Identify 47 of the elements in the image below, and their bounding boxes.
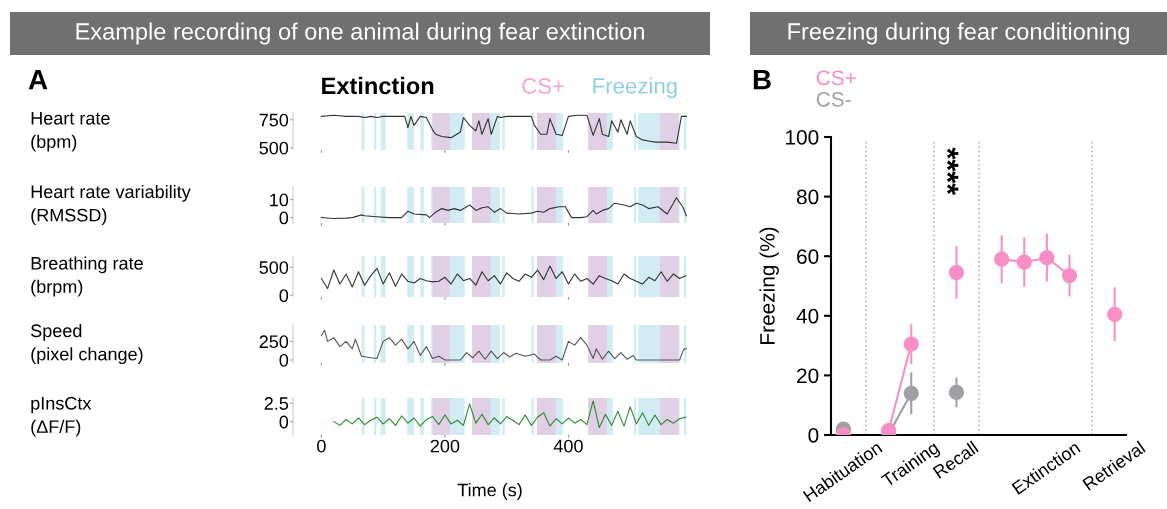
y-axis-title: Speed (pixel change): [31, 323, 143, 365]
y-tick-label: 2.5: [264, 397, 289, 410]
point: [1016, 254, 1032, 270]
chart-title: Freezing during fear conditioning: [788, 22, 1129, 45]
x-axis-title: Time (s): [457, 483, 522, 500]
x-tick-label: 400: [553, 439, 583, 453]
y-tick-label: 0: [279, 415, 289, 429]
y-tick-label: 500: [259, 141, 289, 155]
y-axis-title: Heart rate (bpm): [31, 112, 110, 152]
point: [903, 385, 919, 401]
y-tick-label: 0: [279, 289, 289, 303]
y-axis-title: Heart rate variability (RMSSD): [31, 184, 191, 226]
text: CS-: [816, 91, 851, 107]
point: [1107, 306, 1123, 322]
y-tick-label: 80: [796, 189, 819, 205]
y-tick-label: 10: [270, 193, 289, 207]
point: [948, 264, 965, 281]
y-axis-title: pInsCtx (ΔF/F): [31, 396, 92, 437]
y-tick-label: 250: [259, 335, 289, 349]
x-tick-label: 200: [430, 439, 460, 453]
line-series: [320, 265, 687, 290]
y-tick-label: 0: [808, 428, 819, 443]
band-label: CS+: [522, 78, 564, 94]
text: CS+: [816, 70, 856, 86]
y-axis-title: Breathing rate (brpm): [31, 256, 143, 297]
y-tick-label: 0: [279, 353, 289, 367]
point: [881, 422, 897, 435]
y-tick-label: 0: [279, 211, 289, 225]
text: A: [28, 70, 48, 90]
y-tick-label: 500: [259, 261, 289, 274]
point: [1061, 267, 1078, 284]
y-tick-label: 40: [796, 308, 819, 324]
chart-title: Example recording of one animal during fear extinction: [76, 22, 644, 45]
point: [903, 336, 919, 352]
x-tick-label: 0: [317, 439, 326, 453]
y-tick-label: 750: [259, 113, 289, 127]
text: B: [753, 70, 771, 90]
point: [1039, 250, 1055, 266]
point: [948, 384, 965, 401]
annotation: ****: [946, 147, 959, 196]
y-tick-label: 20: [797, 368, 819, 384]
chart-subtitle: Extinction: [322, 76, 434, 95]
y-axis-title: Freezing (%): [759, 227, 779, 344]
y-tick-label: 100: [786, 130, 819, 145]
point: [994, 251, 1010, 267]
y-tick-label: 60: [797, 249, 819, 264]
band-label: Freezing: [593, 77, 677, 99]
